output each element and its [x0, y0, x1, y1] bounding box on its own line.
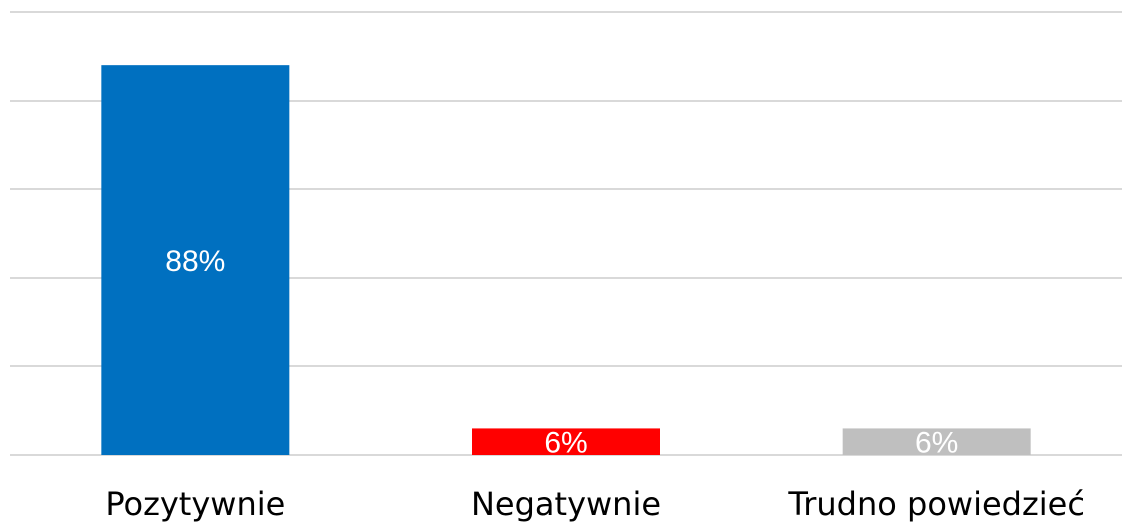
bar-value-label-2: 6% [544, 427, 587, 460]
bars [101, 65, 1031, 455]
category-labels: Pozytywnie Negatywnie Trudno powiedzieć [105, 485, 1085, 523]
bar-value-label-1: 88% [165, 245, 225, 278]
bar-1 [101, 65, 290, 455]
bar-value-label-3: 6% [915, 427, 958, 460]
category-label-2: Negatywnie [471, 485, 661, 523]
category-label-3: Trudno powiedzieć [787, 485, 1085, 523]
bar-3 [842, 428, 1031, 455]
category-label-1: Pozytywnie [105, 485, 285, 523]
bar-value-labels: 88% 6% 6% [165, 245, 958, 460]
bar-2 [472, 428, 660, 455]
